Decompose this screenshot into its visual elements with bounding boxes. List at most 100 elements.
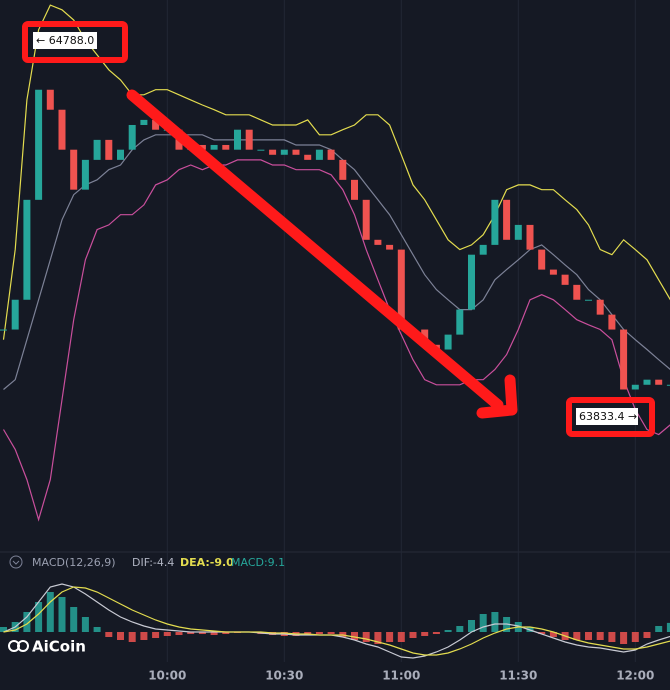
macd-bar [432, 632, 440, 634]
candles [0, 89, 670, 390]
x-tick-label: 11:00 [382, 669, 420, 683]
x-tick-label: 10:00 [148, 669, 186, 683]
macd-bar [35, 602, 43, 632]
candle [269, 149, 277, 155]
candle [585, 299, 592, 301]
candle [655, 379, 663, 385]
candle [666, 384, 670, 386]
candle [479, 244, 487, 255]
macd-bar [468, 620, 475, 632]
macd-bar [362, 632, 370, 642]
macd-bar [58, 597, 66, 632]
macd-bar [128, 632, 136, 642]
macd-bar [444, 630, 452, 632]
candle [549, 269, 557, 275]
candle [456, 309, 464, 335]
candle [292, 149, 300, 155]
macd-pane [0, 583, 670, 659]
candle [152, 119, 160, 130]
candle [23, 199, 31, 300]
logo-mark [17, 640, 29, 652]
chevron [12, 560, 20, 565]
macd-bar [351, 632, 358, 640]
candle [315, 149, 323, 160]
candle [280, 149, 288, 155]
macd-bar [456, 626, 464, 632]
bollinger-bands [2, 4, 670, 522]
macd-bar [666, 622, 670, 632]
band-line [3, 134, 670, 390]
candle [0, 329, 7, 331]
macd-bar [631, 632, 639, 642]
macd-bar [397, 632, 405, 642]
arrow-shaft [126, 89, 504, 411]
macd-bar [105, 632, 113, 637]
candle [105, 139, 113, 160]
candle [608, 314, 616, 330]
candle [444, 334, 452, 350]
high-label: ← 64788.0 [22, 21, 128, 63]
macd-bar [46, 592, 54, 632]
macd-bar [409, 632, 417, 638]
candle [222, 144, 230, 150]
macd-bar [70, 607, 78, 632]
macd-bar [152, 632, 160, 638]
macd-bar [327, 632, 335, 634]
candle [468, 254, 475, 310]
candle [128, 124, 136, 150]
candle [210, 144, 218, 150]
macd-bar [549, 632, 557, 637]
candle [596, 299, 604, 315]
macd-bar [608, 632, 616, 642]
candle [35, 89, 43, 200]
legend-dif: DIF:-4.4 [132, 556, 174, 569]
candle [351, 179, 358, 200]
band-line [2, 4, 670, 340]
candle [397, 249, 405, 330]
candle [327, 149, 335, 160]
label-box [576, 408, 638, 425]
x-tick-label: 12:00 [616, 669, 654, 683]
candle [198, 144, 206, 150]
macd-bar [585, 632, 592, 640]
candle [245, 129, 253, 150]
candle [643, 379, 651, 385]
macd-bar [140, 632, 148, 640]
candle [81, 159, 89, 190]
macd-bar [0, 627, 7, 632]
grid [166, 0, 636, 662]
x-tick-label: 10:30 [265, 669, 303, 683]
candle [70, 149, 78, 190]
candle [93, 139, 101, 160]
watermark: AiCoin [8, 638, 86, 656]
macd-line [3, 586, 670, 656]
collapse-icon[interactable] [9, 555, 23, 569]
macd-bar [479, 614, 487, 632]
band-line [2, 159, 670, 522]
macd-bar [222, 632, 230, 634]
macd-bar [538, 632, 546, 634]
legend-macd: MACD:9.1 [231, 556, 285, 569]
macd-bar [23, 612, 31, 632]
macd-bar [315, 632, 323, 634]
macd-bar [210, 632, 218, 635]
macd-bar [81, 617, 89, 632]
macd-bar [187, 632, 195, 634]
brand: AiCoin [32, 638, 86, 656]
macd-bar [386, 632, 394, 642]
candle [620, 329, 628, 390]
macd-title: MACD(12,26,9) [32, 556, 116, 569]
macd-bar [117, 632, 124, 640]
macd-bar [198, 632, 206, 634]
macd-bar [374, 632, 382, 644]
candle [526, 224, 534, 250]
macd-bar [175, 632, 183, 635]
candle [491, 199, 499, 245]
candle [573, 284, 581, 300]
macd-bar [573, 632, 581, 640]
candle [304, 154, 312, 160]
macd-bar [643, 632, 651, 638]
candle [374, 239, 382, 245]
candle [339, 159, 347, 180]
